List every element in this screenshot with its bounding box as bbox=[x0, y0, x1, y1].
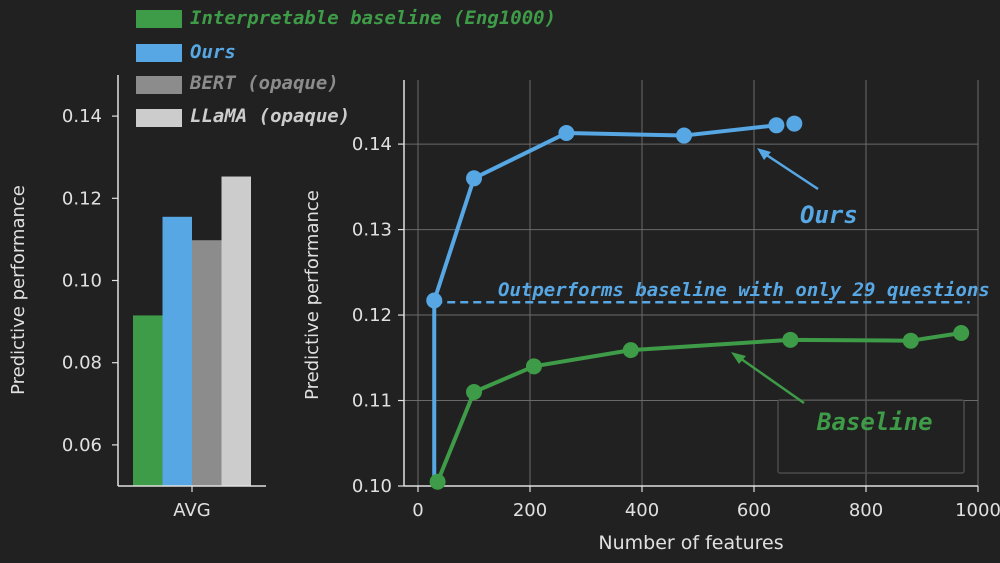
bar-group bbox=[133, 176, 251, 487]
bar-y-axis-label: Predictive performance bbox=[8, 185, 29, 395]
bar bbox=[221, 176, 251, 486]
line-y-tick-label: 0.13 bbox=[352, 220, 392, 241]
series-point-baseline bbox=[902, 332, 919, 349]
ours-annotation: Ours bbox=[800, 201, 858, 229]
bar-y-tick-label: 0.08 bbox=[62, 353, 102, 374]
bar bbox=[133, 315, 163, 486]
legend-label-llama: LLaMA (opaque) bbox=[190, 105, 351, 127]
line-series-group bbox=[426, 115, 970, 490]
line-y-ticks: 0.10 0.11 0.12 0.13 0.14 bbox=[352, 134, 404, 497]
line-y-axis-label: Predictive performance bbox=[302, 190, 323, 400]
legend-label-ours: Ours bbox=[190, 41, 236, 63]
line-x-tick-label: 600 bbox=[737, 500, 771, 521]
legend-label-bert: BERT (opaque) bbox=[190, 72, 339, 94]
bar-y-ticks: 0.06 0.08 0.10 0.12 0.14 bbox=[62, 106, 118, 456]
series-point-baseline bbox=[466, 383, 482, 400]
line-x-tick-label: 400 bbox=[625, 500, 659, 521]
bar-y-tick-label: 0.06 bbox=[62, 435, 102, 456]
legend-swatch-llama bbox=[136, 109, 182, 127]
baseline-annotation: Baseline bbox=[816, 408, 933, 436]
series-point-ours bbox=[676, 127, 692, 144]
series-point-ours bbox=[558, 124, 575, 141]
series-point-baseline bbox=[429, 473, 446, 490]
baseline-arrow bbox=[736, 354, 805, 405]
series-point-ours bbox=[768, 117, 785, 134]
baseline-arrowhead bbox=[731, 352, 746, 364]
legend-swatch-baseline bbox=[136, 10, 182, 28]
legend-swatch-bert bbox=[136, 76, 182, 94]
line-x-tick-label: 200 bbox=[513, 500, 547, 521]
bar bbox=[162, 216, 192, 487]
line-y-tick-label: 0.10 bbox=[352, 476, 392, 497]
series-point-baseline bbox=[622, 342, 639, 359]
ours-arrow bbox=[761, 150, 819, 191]
line-x-axis-label: Number of features bbox=[598, 532, 783, 554]
bar-x-tick-label: AVG bbox=[173, 500, 210, 521]
legend-label-baseline: Interpretable baseline (Eng1000) bbox=[190, 7, 557, 29]
series-point-baseline bbox=[953, 325, 970, 342]
line-x-tick-label: 0 bbox=[412, 500, 423, 521]
series-point-ours bbox=[426, 292, 443, 309]
threshold-annotation: Outperforms baseline with only 29 questi… bbox=[498, 279, 990, 301]
series-point-baseline bbox=[782, 331, 799, 348]
bar-y-tick-label: 0.10 bbox=[62, 271, 102, 292]
line-y-tick-label: 0.12 bbox=[352, 305, 392, 326]
line-x-tick-label: 800 bbox=[849, 500, 883, 521]
series-point-baseline bbox=[525, 358, 542, 375]
line-y-tick-label: 0.14 bbox=[352, 134, 392, 155]
line-y-tick-label: 0.11 bbox=[352, 391, 392, 412]
line-x-tick-label: 1000 bbox=[955, 500, 1000, 521]
line-chart: 0.10 0.11 0.12 0.13 0.14 0 200 400 600 800 1000 N… bbox=[302, 80, 1000, 554]
legend-swatch-ours bbox=[136, 44, 182, 62]
annotation-box bbox=[777, 399, 965, 474]
series-point-ours bbox=[786, 115, 803, 132]
line-x-ticks: 0 200 400 600 800 1000 bbox=[412, 486, 1000, 521]
bar-y-tick-label: 0.14 bbox=[62, 106, 102, 127]
bar-chart: 0.06 0.08 0.10 0.12 0.14 AVG Predictive perf… bbox=[8, 75, 266, 521]
series-point-ours bbox=[466, 170, 482, 187]
ours-arrowhead bbox=[757, 148, 771, 160]
series-line-ours bbox=[432, 123, 779, 484]
bar-y-tick-label: 0.12 bbox=[62, 188, 102, 209]
bar bbox=[192, 240, 222, 486]
